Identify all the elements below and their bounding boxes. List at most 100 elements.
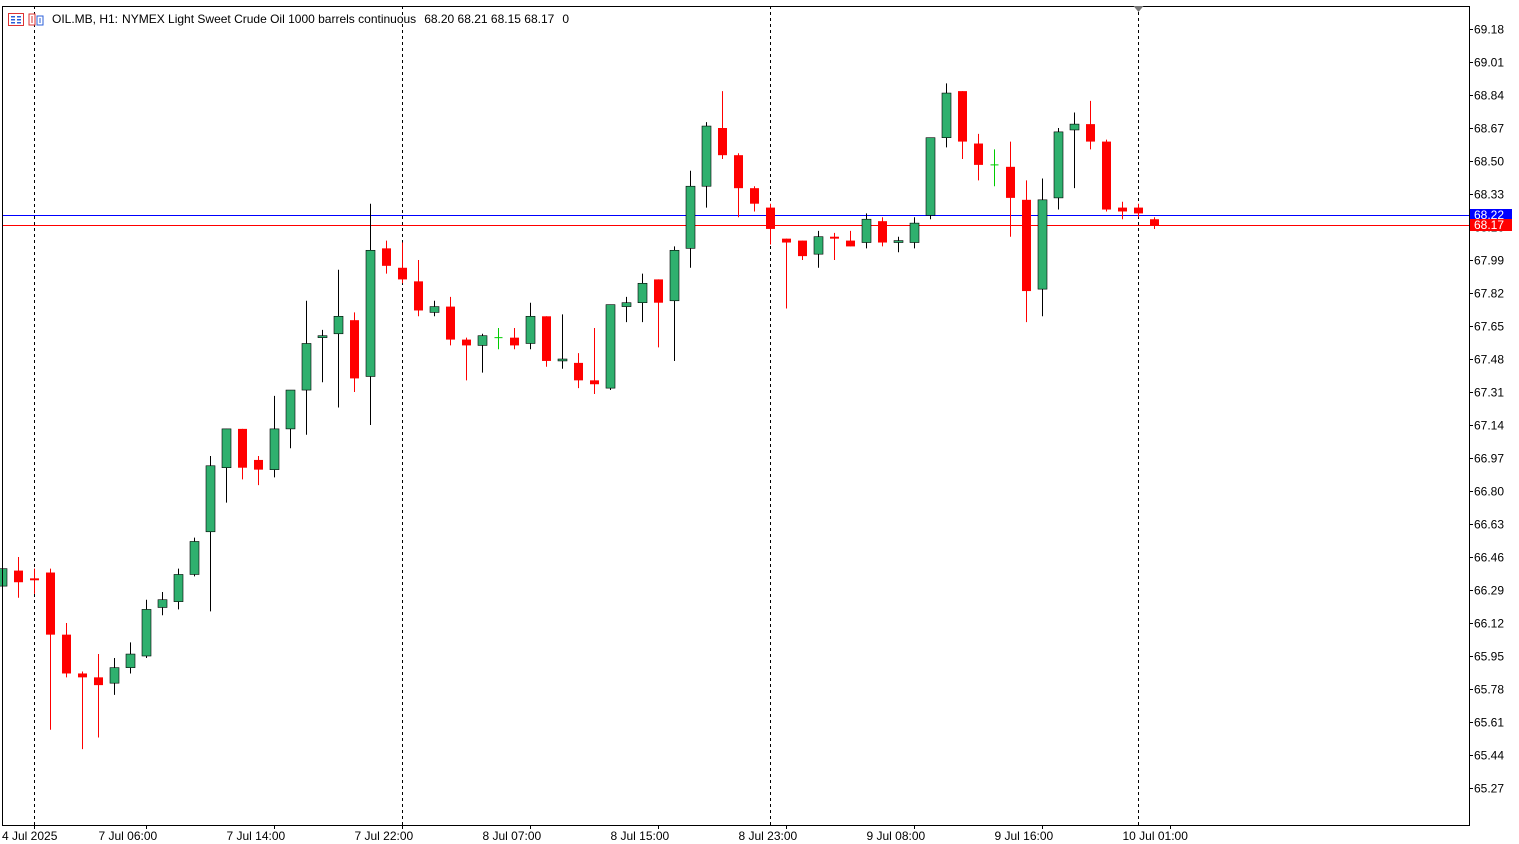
candle[interactable] bbox=[701, 122, 712, 208]
candle[interactable] bbox=[285, 389, 296, 449]
price-tick-label: 65.44 bbox=[1474, 749, 1504, 763]
shift-marker-icon[interactable] bbox=[1133, 6, 1144, 12]
candle[interactable] bbox=[909, 217, 920, 249]
candle-body bbox=[429, 306, 440, 313]
candle[interactable] bbox=[654, 279, 663, 348]
candle[interactable] bbox=[94, 654, 103, 738]
candle[interactable] bbox=[429, 300, 440, 317]
candle[interactable] bbox=[542, 316, 551, 367]
candle[interactable] bbox=[557, 314, 568, 369]
candle-body bbox=[685, 185, 696, 249]
candle[interactable] bbox=[941, 83, 952, 148]
candle[interactable] bbox=[157, 591, 168, 616]
candle[interactable] bbox=[1150, 217, 1159, 229]
candle[interactable] bbox=[590, 327, 599, 394]
candle[interactable] bbox=[766, 203, 775, 245]
candle[interactable] bbox=[30, 568, 39, 594]
candle[interactable] bbox=[974, 133, 983, 181]
price-tick-label: 69.18 bbox=[1474, 23, 1504, 37]
candle[interactable] bbox=[269, 395, 280, 478]
candle[interactable] bbox=[317, 329, 328, 383]
candle[interactable] bbox=[414, 260, 423, 317]
candle[interactable] bbox=[238, 428, 247, 480]
chart-header: OIL.MB, H1: NYMEX Light Sweet Crude Oil … bbox=[8, 11, 569, 27]
candle[interactable] bbox=[798, 240, 807, 260]
candle[interactable] bbox=[750, 186, 759, 212]
candle-body bbox=[830, 236, 839, 239]
candle[interactable] bbox=[861, 213, 872, 249]
time-tick-label: 8 Jul 23:00 bbox=[739, 829, 798, 843]
candle[interactable] bbox=[846, 230, 855, 247]
candle[interactable] bbox=[1037, 178, 1048, 317]
candle[interactable] bbox=[782, 238, 791, 309]
candle[interactable] bbox=[494, 327, 503, 350]
candle[interactable] bbox=[109, 657, 120, 695]
candle[interactable] bbox=[173, 568, 184, 610]
candle[interactable] bbox=[830, 232, 839, 260]
candle-body bbox=[333, 315, 344, 335]
candle[interactable] bbox=[990, 149, 999, 187]
candle[interactable] bbox=[333, 269, 344, 408]
candle-body bbox=[94, 677, 103, 686]
candle-body bbox=[958, 91, 967, 142]
candle[interactable] bbox=[574, 353, 583, 389]
time-tick-label: 10 Jul 01:00 bbox=[1123, 829, 1189, 843]
candle[interactable] bbox=[221, 428, 232, 503]
candle[interactable] bbox=[398, 242, 407, 284]
time-tick-label: 7 Jul 14:00 bbox=[227, 829, 286, 843]
candle-body bbox=[766, 207, 775, 229]
one-click-trading-icon[interactable] bbox=[28, 13, 44, 26]
candle[interactable] bbox=[958, 91, 967, 160]
candle[interactable] bbox=[685, 170, 696, 268]
price-axis[interactable]: 69.1869.0168.8468.6768.5068.3368.1667.99… bbox=[1469, 23, 1512, 796]
candle[interactable] bbox=[813, 230, 824, 268]
candle[interactable] bbox=[0, 568, 8, 587]
candle[interactable] bbox=[62, 623, 71, 678]
candle[interactable] bbox=[141, 599, 152, 658]
candle[interactable] bbox=[254, 456, 263, 486]
candle[interactable] bbox=[446, 296, 455, 346]
candle[interactable] bbox=[669, 246, 680, 361]
ohlc-values: 68.20 68.21 68.15 68.17 bbox=[424, 12, 555, 26]
candle-body bbox=[462, 339, 471, 346]
chart-list-icon[interactable] bbox=[8, 12, 24, 26]
candle[interactable] bbox=[893, 236, 904, 253]
candle[interactable] bbox=[1134, 203, 1143, 218]
candle[interactable] bbox=[301, 300, 312, 435]
candle[interactable] bbox=[1006, 141, 1015, 237]
candle[interactable] bbox=[350, 312, 359, 392]
price-tick-label: 66.80 bbox=[1474, 485, 1504, 499]
candle[interactable] bbox=[1102, 139, 1111, 212]
price-tick-label: 67.65 bbox=[1474, 320, 1504, 334]
candle[interactable] bbox=[734, 153, 743, 218]
candle[interactable] bbox=[718, 91, 727, 160]
candle[interactable] bbox=[1086, 100, 1095, 150]
candle[interactable] bbox=[189, 537, 200, 577]
candle[interactable] bbox=[621, 296, 632, 323]
candle-body bbox=[861, 218, 872, 243]
candle[interactable] bbox=[1069, 112, 1080, 189]
time-tick-label: 4 Jul 2025 bbox=[2, 829, 58, 843]
candle[interactable] bbox=[365, 203, 376, 425]
candles[interactable] bbox=[0, 83, 1159, 750]
candle[interactable] bbox=[78, 671, 87, 750]
candle[interactable] bbox=[14, 557, 23, 598]
candle-body bbox=[590, 380, 599, 385]
candle[interactable] bbox=[382, 240, 391, 274]
candle[interactable] bbox=[1118, 201, 1127, 220]
candle[interactable] bbox=[510, 327, 519, 350]
candle[interactable] bbox=[925, 137, 936, 220]
candle[interactable] bbox=[46, 568, 55, 730]
candle[interactable] bbox=[125, 642, 136, 674]
candle[interactable] bbox=[637, 273, 648, 323]
candle[interactable] bbox=[878, 217, 887, 247]
candle[interactable] bbox=[1053, 128, 1064, 210]
candle[interactable] bbox=[1022, 180, 1031, 323]
candle[interactable] bbox=[462, 337, 471, 381]
candle[interactable] bbox=[205, 456, 216, 612]
candle[interactable] bbox=[477, 333, 488, 373]
candle[interactable] bbox=[525, 302, 536, 350]
candle[interactable] bbox=[605, 304, 616, 391]
time-axis[interactable]: 4 Jul 2025 7 Jul 06:00 7 Jul 14:00 7 Jul 22… bbox=[2, 825, 1188, 843]
